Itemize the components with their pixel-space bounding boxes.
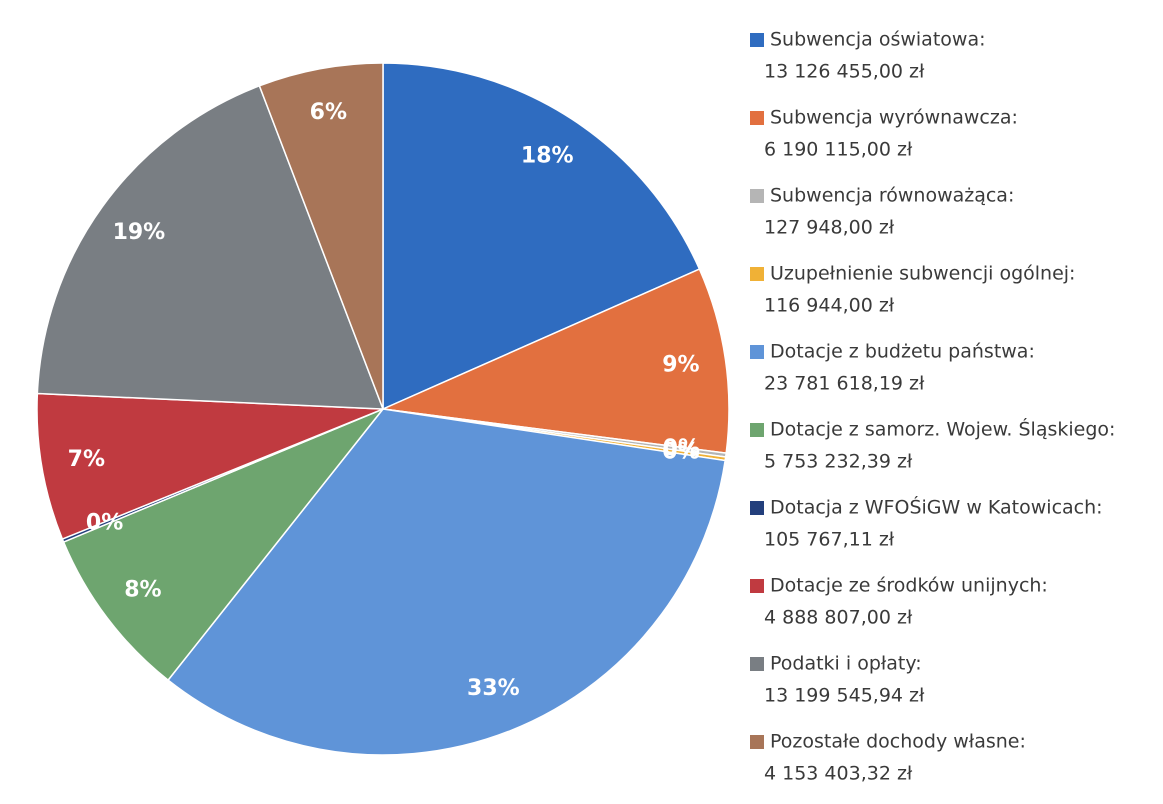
legend-amount: 5 753 232,39 zł [764,451,913,473]
legend-swatch [750,111,764,125]
pie-slice [258,62,384,410]
legend-amount: 4 153 403,32 zł [764,763,913,785]
legend-swatch [750,657,764,671]
legend-swatch [750,735,764,749]
pie-slice [382,62,701,411]
legend-amount: 105 767,11 zł [764,529,895,551]
pie-slice [62,407,386,682]
legend-label: Dotacje z samorz. Wojew. Śląskiego: [770,417,1115,441]
legend-label: Subwencja wyrównawcza: [770,107,1018,129]
percent-label: 6% [310,100,347,125]
legend-label: Subwencja równoważąca: [770,185,1014,207]
percent-label: 0% [663,436,700,461]
legend-swatch [750,33,764,47]
legend-swatch [750,579,764,593]
percent-label: 18% [521,144,574,169]
legend-swatch [750,189,764,203]
percent-label: 8% [124,578,161,603]
percent-label: 7% [68,447,105,472]
legend-swatch [750,267,764,281]
pie-slice [36,392,384,541]
legend-amount: 23 781 618,19 zł [764,373,925,395]
percent-label: 0% [662,439,699,464]
percent-label: 0% [86,510,123,535]
pie-slice [36,84,385,410]
legend-swatch [750,423,764,437]
legend-swatch [750,501,764,515]
legend-label: Uzupełnienie subwencji ogólnej: [770,263,1075,285]
legend-amount: 13 126 455,00 zł [764,61,925,83]
percent-label: 33% [467,676,520,701]
percent-label: 9% [662,353,699,378]
legend-amount: 127 948,00 zł [764,217,895,239]
legend-amount: 6 190 115,00 zł [764,139,913,161]
pie-slice [167,408,726,756]
legend-amount: 13 199 545,94 zł [764,685,925,707]
legend-label: Dotacje ze środków unijnych: [770,575,1048,597]
pie-slice [380,268,730,455]
legend-swatch [750,345,764,359]
legend-amount: 4 888 807,00 zł [764,607,913,629]
legend-label: Subwencja oświatowa: [770,29,986,51]
legend-label: Pozostałe dochody własne: [770,731,1026,753]
legend-label: Dotacja z WFOŚiGW w Katowicach: [770,495,1103,519]
percent-label: 19% [113,220,166,245]
legend-label: Dotacje z budżetu państwa: [770,341,1035,363]
legend-label: Podatki i opłaty: [770,653,922,675]
legend-amount: 116 944,00 zł [764,295,895,317]
